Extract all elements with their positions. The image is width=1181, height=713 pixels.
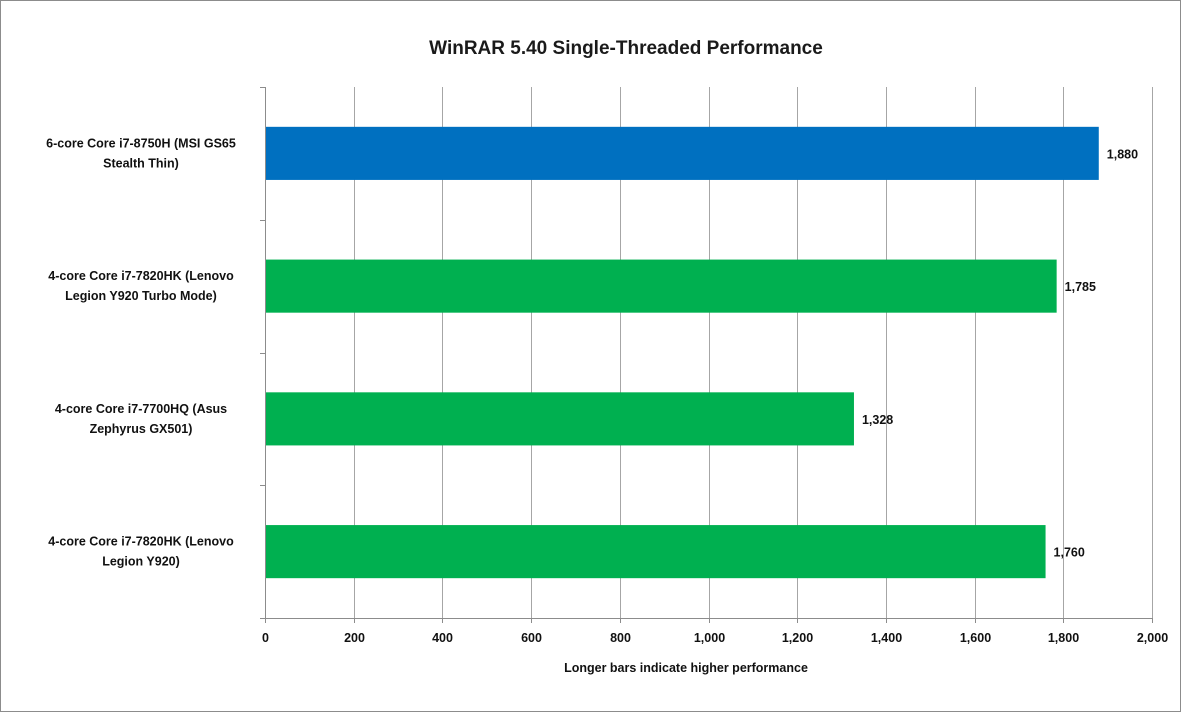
x-tick-label: 1,400 [871,631,902,645]
axes [260,87,1153,623]
x-tick-label: 1,600 [960,631,991,645]
x-tick-label: 2,000 [1137,631,1168,645]
x-tick-label: 1,000 [694,631,725,645]
bars [266,126,1099,579]
x-tick-label: 800 [610,631,631,645]
data-label: 1,785 [1065,280,1096,294]
x-tick-label: 400 [432,631,453,645]
category-label: 4-core Core i7-7820HK (Lenovo Legion Y920… [48,535,234,569]
chart-title: WinRAR 5.40 Single-Threaded Performance [429,38,823,59]
bar [266,259,1057,313]
x-axis-label: Longer bars indicate higher performance [564,661,808,675]
category-label: 4-core Core i7-7820HK (Lenovo Legion Y920… [48,269,234,303]
x-tick-label: 200 [344,631,365,645]
category-label: 6-core Core i7-8750H (MSI GS65 Stealth Th… [46,136,236,170]
category-label: 4-core Core i7-7700HQ (Asus Zephyrus GX50… [55,402,227,436]
data-label: 1,328 [862,413,893,427]
data-label: 1,760 [1054,546,1085,560]
data-label: 1,880 [1107,147,1138,161]
bar [266,126,1099,180]
x-tick-label: 1,800 [1048,631,1079,645]
x-tick-label: 0 [262,631,269,645]
labels: 0 200 400 600 800 1,000 1,200 1,400 1,600 1,800 2,… [46,136,1168,645]
x-tick-label: 1,200 [782,631,813,645]
bar [266,392,854,446]
x-tick-label: 600 [521,631,542,645]
bar [266,525,1046,579]
